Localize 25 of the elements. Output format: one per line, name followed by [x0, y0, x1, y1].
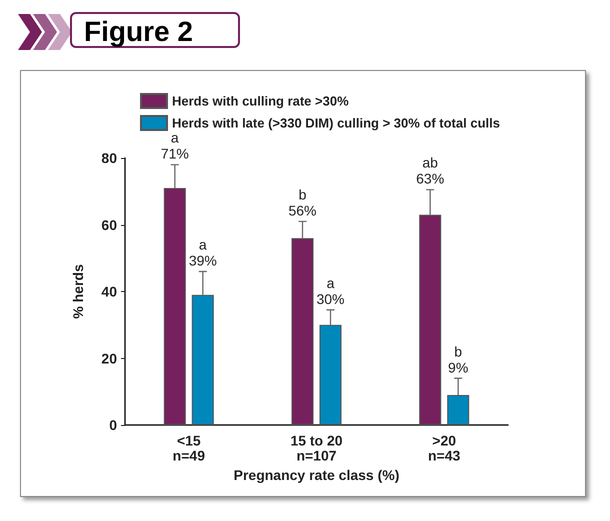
x-tick-label: <15 n=49 [172, 432, 206, 464]
data-label: a 39% [188, 236, 217, 268]
y-axis-title: % herds [70, 264, 86, 319]
y-tick-label: 60 [101, 216, 118, 233]
y-tick-label: 0 [109, 417, 118, 433]
bar [192, 294, 214, 425]
data-label: a 30% [316, 274, 345, 307]
data-label: ab 63% [416, 154, 444, 187]
data-label: b 9% [448, 343, 468, 376]
bar [320, 324, 342, 425]
data-label: a 71% [160, 130, 189, 162]
data-label: b 56% [288, 186, 317, 218]
x-axis-title: Pregnancy rate class (%) [234, 466, 400, 483]
y-tick-label: 40 [101, 284, 118, 300]
x-tick-label: 15 to 20 n=107 [290, 432, 343, 464]
bar [292, 238, 314, 425]
y-tick-label: 20 [101, 350, 118, 366]
legend-label: Herds with culling rate >30% [172, 94, 350, 108]
x-tick-label: >20 n=43 [428, 432, 461, 464]
y-tick-label: 80 [101, 150, 118, 166]
chart-title: Figure 2 [70, 12, 240, 48]
legend-label: Herds with late (>330 DIM) culling > 30% of total culls [172, 116, 500, 130]
bar [164, 188, 186, 425]
bar [419, 214, 442, 425]
bar [447, 394, 470, 425]
